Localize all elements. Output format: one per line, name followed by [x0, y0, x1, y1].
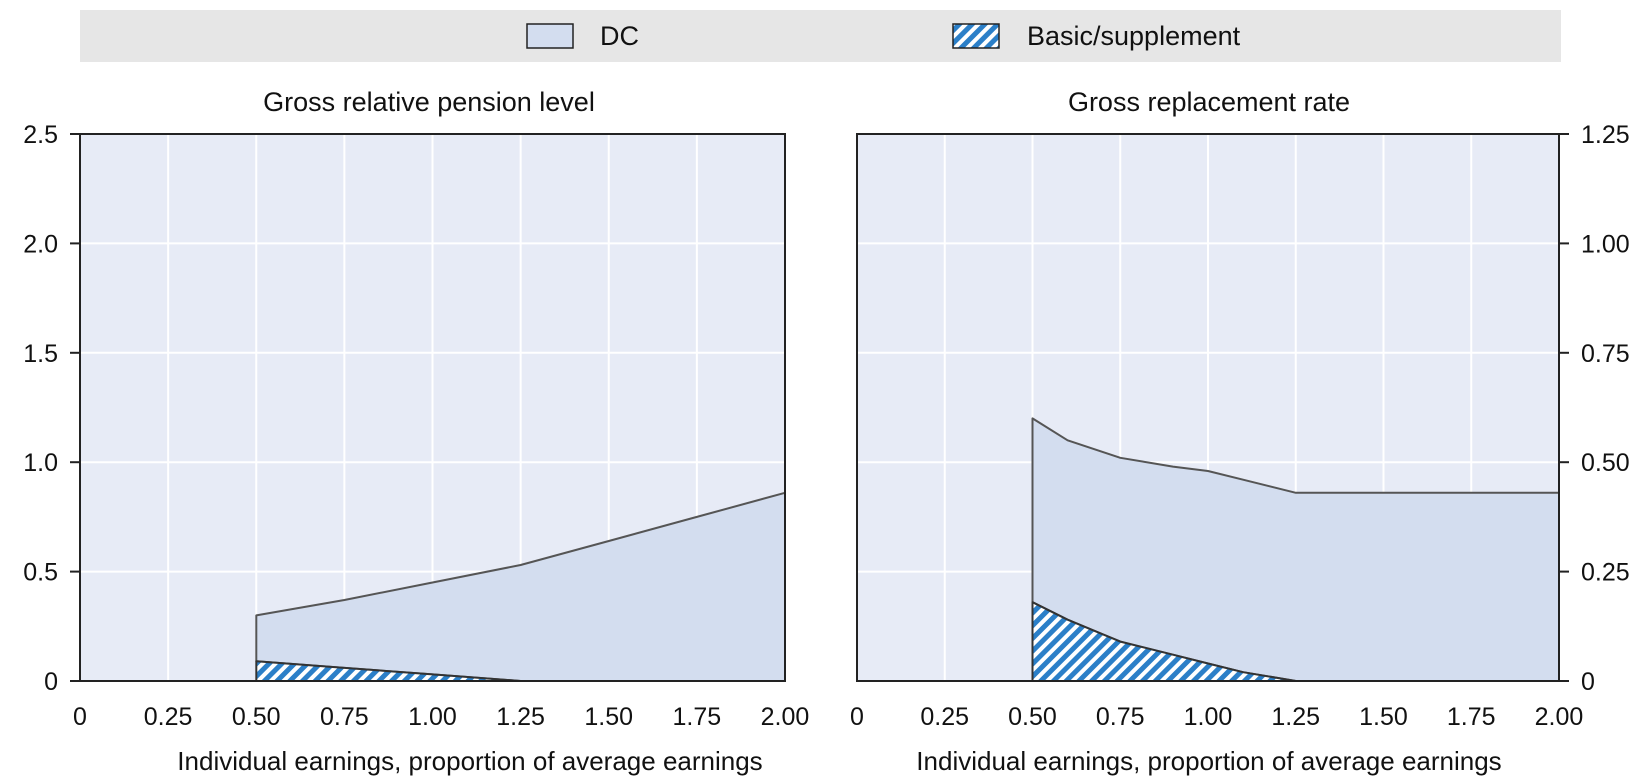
x-tick-label: 0.25: [920, 703, 969, 731]
legend-swatch-dc: [526, 23, 574, 49]
x-tick-label: 1.75: [673, 703, 722, 731]
y-tick-label: 1.0: [23, 449, 58, 477]
legend: DC Basic/supplement: [80, 10, 1561, 62]
y-tick-label: 1.5: [23, 340, 58, 368]
plot-frame: [79, 133, 786, 682]
x-tick-label: 1.00: [408, 703, 457, 731]
x-tick-label: 0.50: [232, 703, 281, 731]
x-axis-title: Individual earnings, proportion of avera…: [916, 746, 1501, 776]
panel-title: Gross replacement rate: [1068, 87, 1350, 117]
x-tick-label: 1.50: [1359, 703, 1408, 731]
x-tick-label: 0.75: [1096, 703, 1145, 731]
y-tick-label: 1.00: [1581, 230, 1630, 258]
x-tick-label: 0: [73, 703, 87, 731]
y-tick-label: 0: [44, 668, 58, 696]
x-tick-label: 1.75: [1447, 703, 1496, 731]
legend-label-basic-supplement: Basic/supplement: [1027, 21, 1241, 51]
legend-swatch-basic-supplement: [952, 23, 1000, 49]
chart-panel-gross-replacement-rate: Gross replacement rate 0 0.25 0.50 0.75 1.00…: [850, 87, 1630, 776]
x-tick-label: 1.25: [496, 703, 545, 731]
legend-label-dc: DC: [600, 21, 639, 51]
legend-background: [80, 10, 1561, 62]
x-tick-label: 0.50: [1008, 703, 1057, 731]
x-tick-label: 2.00: [761, 703, 810, 731]
x-tick-label: 0.75: [320, 703, 369, 731]
x-tick-label: 2.00: [1535, 703, 1584, 731]
x-tick-label: 1.00: [1184, 703, 1233, 731]
y-tick-label: 0: [1581, 668, 1595, 696]
y-tick-label: 1.25: [1581, 121, 1630, 149]
x-tick-label: 0.25: [144, 703, 193, 731]
y-tick-label: 0.5: [23, 559, 58, 587]
plot-frame: [856, 133, 1560, 682]
y-tick-label: 0.25: [1581, 559, 1630, 587]
chart-panel-gross-relative-pension-level: Gross relative pension level 0 0.25 0.50 0.…: [23, 87, 809, 776]
y-tick-label: 2.0: [23, 230, 58, 258]
y-tick-label: 0.75: [1581, 340, 1630, 368]
x-axis-title: Individual earnings, proportion of avera…: [177, 746, 762, 776]
y-tick-label: 2.5: [23, 121, 58, 149]
x-tick-label: 0: [850, 703, 864, 731]
x-tick-label: 1.25: [1271, 703, 1320, 731]
y-tick-label: 0.50: [1581, 449, 1630, 477]
panel-title: Gross relative pension level: [263, 87, 595, 117]
x-tick-label: 1.50: [584, 703, 633, 731]
